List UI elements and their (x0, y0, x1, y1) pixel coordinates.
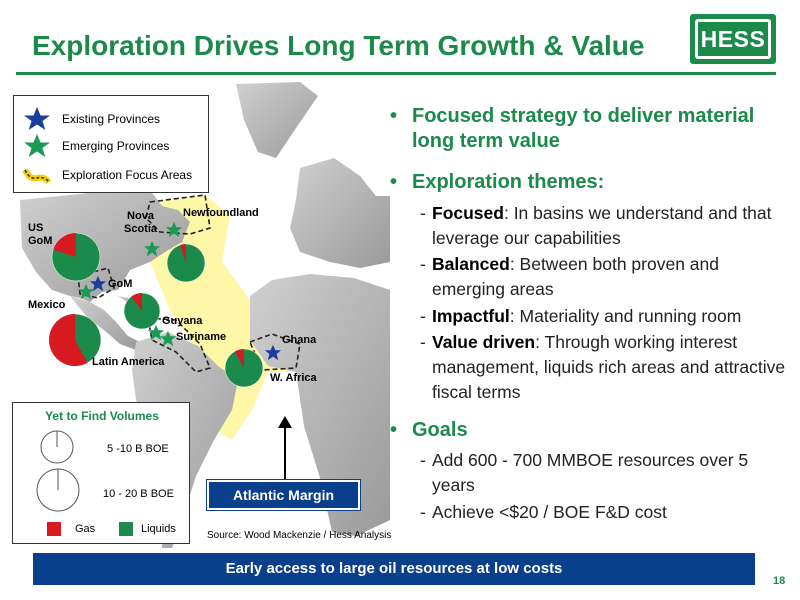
theme-balanced: - Balanced: Between both proven and emer… (420, 254, 719, 299)
bullet-themes: • Exploration themes: (390, 170, 790, 195)
theme-focused-rest: : In basins we understand and that lever… (432, 203, 772, 248)
theme-focused: - Focused: In basins we understand and t… (420, 203, 772, 248)
greenland-land (236, 82, 318, 158)
theme-impactful: - Impactful: Materiality and running roo… (420, 306, 742, 326)
theme-impactful-rest: : Materiality and running room (509, 306, 742, 326)
pie-w-africa (224, 348, 264, 388)
source-note: Source: Wood Mackenzie / Hess Analysis (207, 530, 392, 541)
label-gom: GoM (108, 278, 133, 290)
slide-title: Exploration Drives Long Term Growth & Va… (32, 30, 645, 61)
africa-land (250, 274, 390, 536)
small-volume-label: 5 -10 B BOE (107, 443, 169, 455)
bullet-themes-text: Exploration themes: (412, 171, 605, 193)
dashed-area-icon (22, 168, 52, 185)
theme-balanced-bold: Balanced (432, 254, 510, 274)
blue-star-icon (24, 107, 50, 130)
bullet-goals: • Goals (390, 418, 790, 443)
atlantic-map (20, 82, 390, 548)
theme-impactful-bold: Impactful (432, 306, 510, 326)
map-legend: Existing Provinces Emerging Provinces Ex… (13, 95, 209, 193)
legend-existing-label: Existing Provinces (62, 112, 161, 126)
focus-outline-gom (77, 267, 115, 299)
legend-emerging: Emerging Provinces (14, 133, 210, 157)
pie-mexico (48, 313, 102, 367)
callout-arrowhead (278, 416, 292, 428)
atlantic-margin-callout: Atlantic Margin (206, 479, 361, 511)
goal-resources: - Add 600 - 700 MMBOE resources over 5 y… (420, 448, 790, 498)
liquids-label: Liquids (141, 523, 176, 535)
goal-resources-text: Add 600 - 700 MMBOE resources over 5 yea… (432, 450, 749, 495)
goal-cost: - Achieve <$20 / BOE F&D cost (420, 500, 790, 525)
label-ghana: Ghana (282, 334, 317, 346)
summary-banner: Early access to large oil resources at l… (33, 553, 755, 585)
legend-existing: Existing Provinces (14, 106, 210, 130)
page-number: 18 (773, 575, 786, 587)
label-nova-scotia: Nova Scotia (124, 210, 158, 235)
label-w-africa: W. Africa (270, 372, 317, 384)
large-volume-circle-icon (36, 468, 80, 512)
label-newfoundland: Newfoundland (183, 207, 259, 219)
label-mexico: Mexico (28, 299, 66, 311)
bullet-strategy: • Focused strategy to deliver material l… (390, 104, 790, 154)
liquids-swatch (119, 522, 133, 536)
hess-logo: HESS (690, 14, 776, 64)
star-suriname (159, 330, 177, 347)
gas-swatch (47, 522, 61, 536)
pie-newfoundland (166, 243, 206, 283)
label-suriname: Suriname (176, 331, 227, 343)
focus-outline-guyana (147, 317, 212, 373)
logo-text: HESS (695, 19, 771, 59)
pie-us-gom-gas-slice (53, 233, 76, 257)
legend-focus-label: Exploration Focus Areas (62, 168, 193, 182)
central-america-land (70, 296, 140, 350)
yet-to-find-title: Yet to Find Volumes (45, 409, 159, 423)
star-ghana (264, 344, 282, 361)
pie-mexico-gas-slice (49, 314, 88, 366)
theme-value-driven: - Value driven: Through working interest… (420, 332, 786, 402)
small-volume-circle-icon (40, 430, 74, 464)
label-latin-america: Latin America (92, 356, 165, 368)
large-volume-label: 10 - 20 B BOE (103, 488, 174, 500)
gas-label: Gas (75, 523, 96, 535)
label-guyana: Guyana (162, 315, 203, 327)
pie-newfoundland-gas-slice (180, 244, 186, 263)
theme-balanced-rest: : Between both proven and emerging areas (432, 254, 719, 299)
label-us-gom: US GoM (28, 222, 53, 247)
theme-focused-bold: Focused (432, 203, 504, 223)
star-mexico (77, 283, 95, 300)
pie-guyana (123, 292, 161, 330)
europe-land (290, 158, 390, 268)
theme-value-driven-bold: Value driven (432, 332, 536, 352)
title-underline (16, 72, 776, 75)
pie-us-gom (51, 232, 101, 282)
yet-to-find-legend: Yet to Find Volumes 5 -10 B BOE 10 - 20 … (12, 402, 190, 544)
goal-cost-text: Achieve <$20 / BOE F&D cost (432, 502, 667, 522)
legend-emerging-label: Emerging Provinces (62, 139, 170, 153)
green-star-icon (24, 134, 50, 157)
bullet-goals-text: Goals (412, 419, 468, 441)
pie-guyana-gas-slice (131, 293, 142, 311)
star-nova-scotia (143, 240, 161, 257)
star-gom-existing (89, 275, 107, 292)
bullet-strategy-text: Focused strategy to deliver material lon… (412, 105, 755, 152)
theme-value-driven-rest: : Through working interest management, l… (432, 332, 786, 402)
legend-focus: Exploration Focus Areas (14, 162, 210, 186)
star-newfoundland (165, 221, 183, 238)
pie-w-africa-gas-slice (234, 349, 244, 368)
